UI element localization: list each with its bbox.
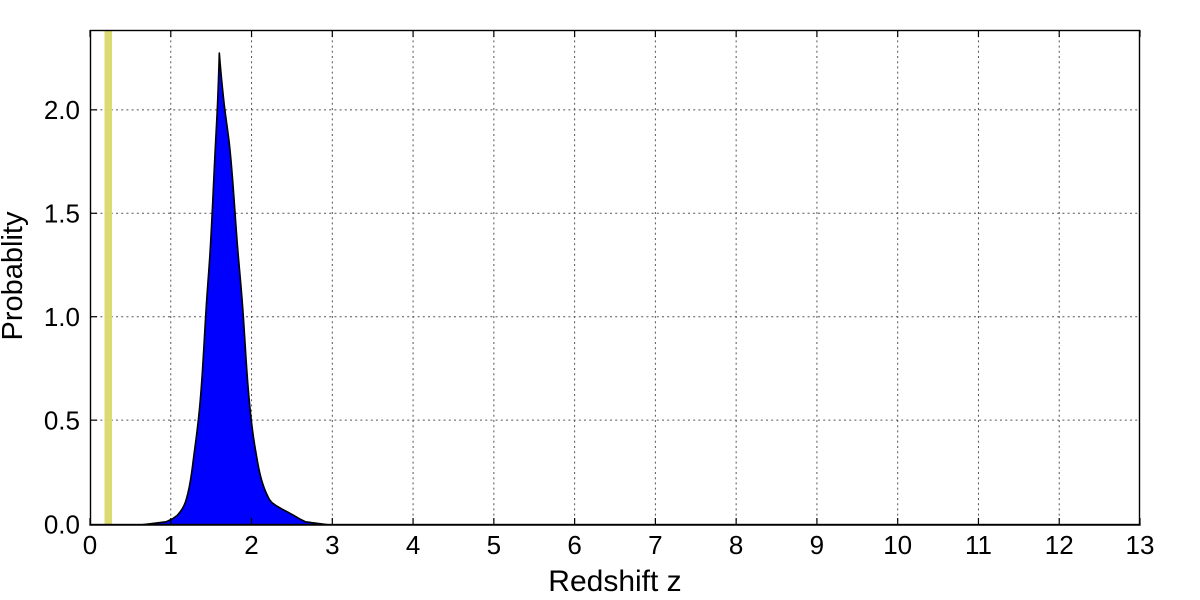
svg-text:5: 5: [487, 530, 501, 560]
svg-text:9: 9: [810, 530, 824, 560]
svg-text:3: 3: [325, 530, 339, 560]
svg-text:Redshift z: Redshift z: [548, 565, 681, 598]
svg-text:11: 11: [965, 530, 992, 560]
svg-text:2.0: 2.0: [44, 95, 80, 125]
svg-text:0: 0: [83, 530, 97, 560]
svg-text:1.0: 1.0: [44, 302, 80, 332]
svg-text:12: 12: [1045, 530, 1074, 560]
svg-text:8: 8: [729, 530, 743, 560]
svg-text:Probablity: Probablity: [0, 211, 29, 340]
svg-text:0.5: 0.5: [44, 406, 80, 436]
svg-text:13: 13: [1126, 530, 1155, 560]
svg-text:10: 10: [883, 530, 912, 560]
svg-text:0.0: 0.0: [44, 510, 80, 540]
svg-text:7: 7: [648, 530, 662, 560]
svg-text:2: 2: [244, 530, 258, 560]
svg-text:1: 1: [164, 530, 178, 560]
svg-text:6: 6: [567, 530, 581, 560]
svg-text:4: 4: [406, 530, 420, 560]
svg-text:1.5: 1.5: [44, 199, 80, 229]
